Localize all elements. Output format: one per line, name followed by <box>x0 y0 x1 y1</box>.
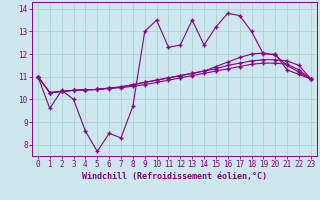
X-axis label: Windchill (Refroidissement éolien,°C): Windchill (Refroidissement éolien,°C) <box>82 172 267 181</box>
